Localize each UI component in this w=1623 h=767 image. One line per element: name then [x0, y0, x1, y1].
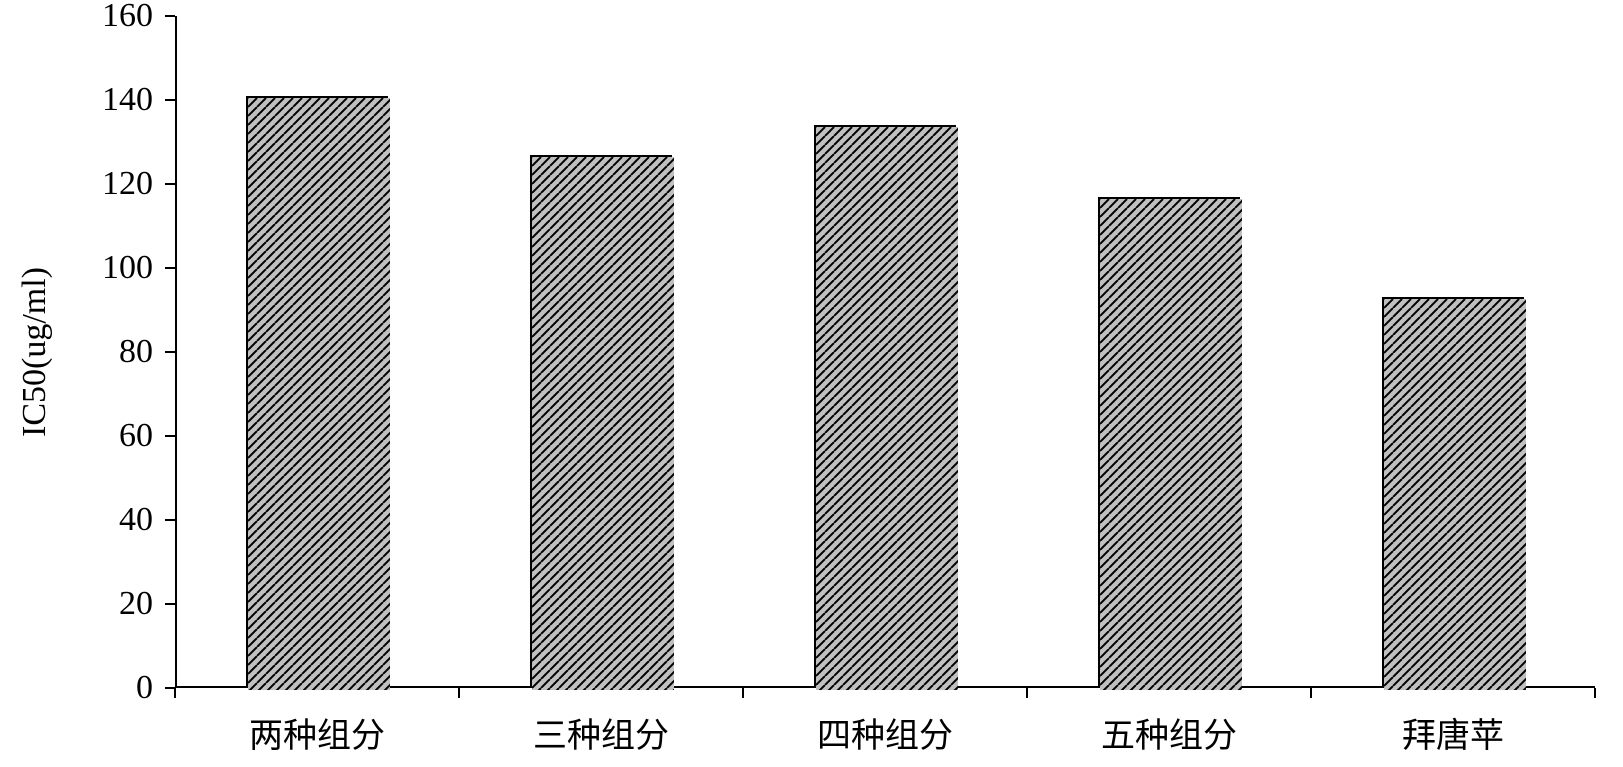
bar-hatch: [248, 98, 386, 686]
x-tick-label: 四种组分: [817, 708, 953, 757]
y-tick: [165, 267, 175, 269]
x-tick: [1026, 688, 1028, 698]
y-tick: [165, 351, 175, 353]
x-tick: [742, 688, 744, 698]
y-tick: [165, 519, 175, 521]
bar: [1098, 197, 1240, 688]
bar: [1382, 297, 1524, 688]
bar: [814, 125, 956, 688]
y-tick-label: 80: [0, 333, 153, 371]
bar-hatch: [816, 127, 954, 686]
y-tick: [165, 183, 175, 185]
x-tick-label: 拜唐苹: [1402, 708, 1504, 757]
ic50-bar-chart: IC50(ug/ml) 020406080100120140160 两种组分三种…: [0, 0, 1623, 767]
x-tick: [1310, 688, 1312, 698]
bar: [530, 155, 672, 688]
bar-hatch: [1384, 299, 1522, 686]
y-tick: [165, 99, 175, 101]
y-tick-label: 0: [0, 669, 153, 707]
bar-hatch: [532, 157, 670, 686]
x-tick-label: 三种组分: [533, 708, 669, 757]
x-tick: [458, 688, 460, 698]
y-tick-label: 120: [0, 165, 153, 203]
y-tick: [165, 435, 175, 437]
bar-hatch: [1100, 199, 1238, 686]
y-tick: [165, 15, 175, 17]
y-tick: [165, 603, 175, 605]
bar: [246, 96, 388, 688]
x-tick-label: 五种组分: [1101, 708, 1237, 757]
y-axis-line: [175, 16, 177, 688]
x-tick: [174, 688, 176, 698]
y-tick-label: 100: [0, 249, 153, 287]
y-tick-label: 140: [0, 81, 153, 119]
x-tick: [1594, 688, 1596, 698]
x-tick-label: 两种组分: [249, 708, 385, 757]
y-tick-label: 160: [0, 0, 153, 35]
y-tick-label: 40: [0, 501, 153, 539]
y-tick-label: 60: [0, 417, 153, 455]
y-tick-label: 20: [0, 585, 153, 623]
